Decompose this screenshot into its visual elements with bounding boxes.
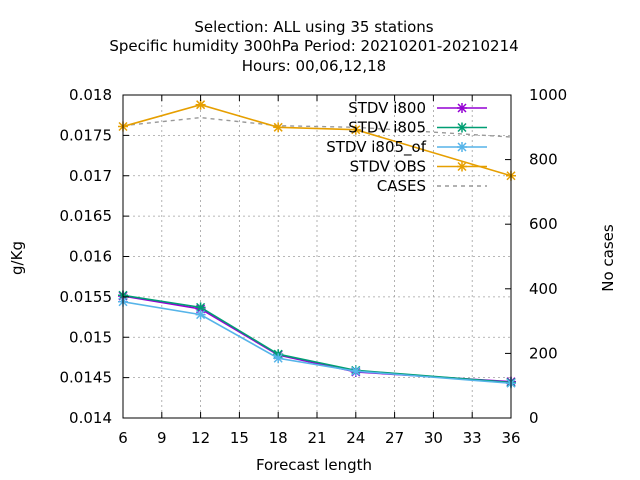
y-axis-label: g/Kg (8, 241, 26, 275)
y2-tick-label: 600 (529, 215, 558, 233)
y-tick-label: 0.0165 (60, 207, 113, 225)
y-tick-label: 0.016 (69, 248, 112, 266)
legend-entry-stdv-i800: STDV i800 (348, 99, 487, 117)
legend-marker (457, 122, 467, 133)
legend-label: STDV i805 (348, 119, 426, 137)
y-tick-label: 0.0145 (60, 369, 113, 387)
y2-tick-label: 800 (529, 151, 558, 169)
data-point-stdv-obs (195, 99, 206, 110)
y2-tick-label: 400 (529, 280, 558, 298)
data-point-stdv-obs (350, 124, 361, 135)
data-point-stdv-i805-of (350, 366, 361, 377)
chart-title-line3: Hours: 00,06,12,18 (242, 57, 386, 75)
data-point-stdv-obs (273, 122, 284, 133)
x-tick-label: 27 (385, 429, 404, 447)
data-point-stdv-i805-of (273, 353, 284, 364)
y-tick-label: 0.017 (69, 167, 112, 185)
x-tick-label: 36 (501, 429, 520, 447)
legend-entry-stdv-i805-of: STDV i805_of (326, 138, 487, 157)
y-tick-label: 0.018 (69, 86, 112, 104)
y2-axis-label: No cases (599, 224, 617, 292)
x-axis-label: Forecast length (256, 456, 372, 474)
series-line-stdv-i800 (122, 295, 512, 383)
series-layer (118, 99, 516, 389)
x-tick-label: 12 (191, 429, 210, 447)
x-tick-label: 33 (463, 429, 482, 447)
legend-marker (457, 103, 467, 113)
grid (123, 95, 511, 418)
legend-label: STDV i805_of (326, 138, 426, 157)
x-tick-label: 6 (118, 429, 128, 447)
y-tick-label: 0.0175 (60, 126, 113, 144)
x-tick-label: 9 (157, 429, 167, 447)
legend-entry-stdv-obs: STDV OBS (350, 158, 487, 176)
x-tick-label: 18 (269, 429, 288, 447)
legend-marker (457, 142, 467, 152)
legend-label: STDV OBS (350, 158, 426, 176)
plot-frame (122, 94, 512, 419)
y-tick-label: 0.0155 (60, 288, 113, 306)
legend-entry-cases: CASES (377, 177, 487, 195)
legend-entry-stdv-i805: STDV i805 (348, 119, 487, 137)
x-tick-label: 30 (424, 429, 443, 447)
y-tick-label: 0.014 (69, 409, 112, 427)
x-tick-label: 15 (230, 429, 249, 447)
data-point-stdv-i805-of (195, 309, 206, 320)
x-tick-label: 21 (307, 429, 326, 447)
y2-tick-label: 0 (529, 409, 539, 427)
chart-title-line2: Specific humidity 300hPa Period: 2021020… (109, 37, 518, 55)
y2-tick-label: 200 (529, 344, 558, 362)
x-tick-label: 24 (346, 429, 365, 447)
ticks: 6 9 12 15 18 21 24 27 30 33 36 0.014 0.0145 0.015 0.01… (60, 86, 568, 447)
series-line-stdv-i805 (122, 294, 512, 384)
legend-label: STDV i800 (348, 99, 426, 117)
y-tick-label: 0.015 (69, 328, 112, 346)
legend-label: CASES (377, 177, 426, 195)
y2-tick-label: 1000 (529, 86, 567, 104)
legend-marker (457, 161, 467, 172)
chart-title-line1: Selection: ALL using 35 stations (194, 18, 433, 36)
